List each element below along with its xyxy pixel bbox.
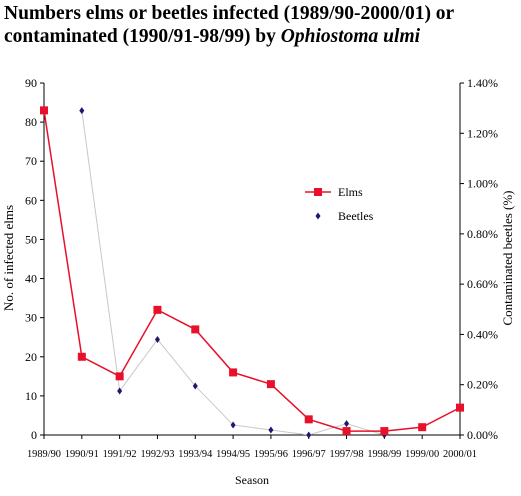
x-tick-label: 1996/97: [292, 449, 326, 460]
legend-label: Beetles: [338, 209, 374, 223]
data-point-beetles: [79, 107, 85, 115]
y-axis-label: No. of infected elms: [1, 205, 16, 311]
data-point-beetles: [192, 382, 198, 390]
y2-axis-label: Contaminated beetles (%): [500, 190, 515, 325]
y2-tick-label: 0.20%: [467, 378, 498, 392]
chart-axes: [40, 82, 464, 439]
x-tick-label: 1993/94: [178, 449, 213, 460]
chart-title-line-1: Numbers elms or beetles infected (1989/9…: [4, 3, 455, 24]
data-point-elms: [153, 305, 162, 314]
series-line-elms: [43, 110, 461, 432]
y-tick-label: 20: [25, 350, 37, 364]
data-point-beetles: [117, 387, 123, 395]
data-point-beetles: [306, 431, 312, 439]
x-tick-label: 1990/91: [65, 449, 99, 460]
legend-label: Elms: [338, 185, 363, 199]
y2-tick-label: 0.00%: [467, 428, 498, 442]
data-point-elms: [342, 427, 351, 436]
x-tick-label: 1989/90: [27, 449, 61, 460]
data-point-beetles: [230, 421, 236, 429]
x-tick-label: 1991/92: [103, 449, 137, 460]
y-tick-label: 0: [31, 428, 37, 442]
y2-tick-label: 0.60%: [467, 277, 498, 291]
x-tick-label: 1995/96: [254, 449, 288, 460]
legend: Elms Beetles: [305, 185, 374, 223]
data-point-elms: [191, 325, 200, 334]
y-tick-label: 90: [25, 76, 37, 90]
data-point-elms: [77, 352, 86, 361]
x-tick-labels: 1989/90 1990/91 1991/92 1992/93 1993/94 1994/…: [27, 449, 477, 460]
y-tick-label: 40: [25, 272, 37, 286]
x-tick-label: 1992/93: [140, 449, 174, 460]
data-point-elms: [380, 427, 389, 436]
chart-title-line-2: contaminated (1990/91-98/99) by Ophiosto…: [4, 25, 519, 48]
y-tick-label: 60: [25, 193, 37, 207]
data-point-elms: [266, 380, 275, 389]
series-lines: [43, 110, 461, 436]
legend-item-elms: Elms: [305, 185, 363, 199]
data-point-elms: [418, 423, 427, 432]
y-tick-label: 70: [25, 154, 37, 168]
data-point-elms: [40, 106, 48, 115]
y-tick-label: 10: [25, 389, 37, 403]
legend-swatch-marker: [314, 188, 322, 196]
y-tick-label: 30: [25, 311, 37, 325]
legend-swatch-marker: [315, 212, 321, 220]
y-tick-label: 50: [25, 232, 37, 246]
data-point-elms: [115, 372, 124, 381]
y2-tick-label: 0.40%: [467, 327, 498, 341]
data-point-beetles: [154, 335, 160, 343]
x-axis-label: Season: [235, 473, 269, 487]
data-point-beetles: [344, 420, 350, 428]
data-point-elms: [456, 403, 464, 412]
y2-tick-label: 1.40%: [467, 76, 498, 90]
series-markers: [40, 106, 464, 439]
x-tick-label: 1997/98: [330, 449, 364, 460]
chart-title-line-2-text: contaminated (1990/91-98/99) by: [4, 26, 281, 47]
series-line-beetles: [81, 110, 385, 436]
chart-title-species: Ophiostoma ulmi: [280, 26, 421, 47]
x-tick-label: 1994/95: [216, 449, 250, 460]
legend-item-beetles: Beetles: [315, 209, 374, 223]
x-tick-label: 1999/00: [405, 449, 439, 460]
y2-tick-label: 1.20%: [467, 126, 498, 140]
y-tick-labels: 0 10 20 30 40 50 60 70 80 90: [25, 76, 37, 442]
data-point-elms: [229, 368, 238, 377]
data-point-elms: [304, 415, 313, 424]
y-tick-label: 80: [25, 115, 37, 129]
data-point-beetles: [268, 426, 274, 434]
x-tick-label: 1998/99: [367, 449, 401, 460]
x-tick-label: 2000/01: [443, 449, 477, 460]
y2-tick-label: 1.00%: [467, 177, 498, 191]
y2-tick-labels: 0.00% 0.20% 0.40% 0.60% 0.80% 1.00% 1.20% 1.40%: [467, 76, 498, 442]
y2-tick-label: 0.80%: [467, 227, 498, 241]
chart-title: Numbers elms or beetles infected (1989/9…: [4, 2, 519, 48]
